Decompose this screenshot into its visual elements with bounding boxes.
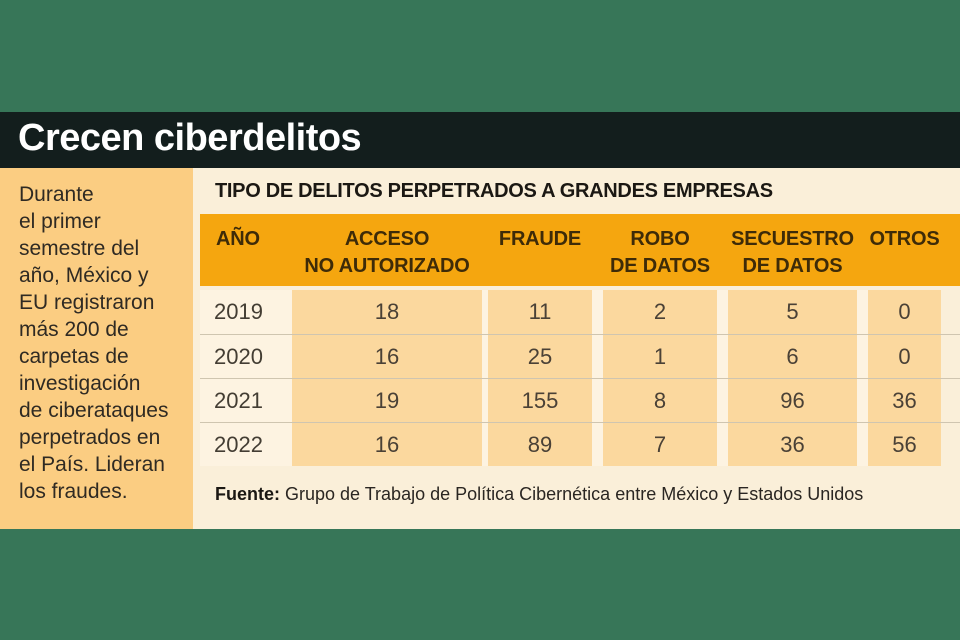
source-label: Fuente: (215, 484, 280, 504)
page-title: Crecen ciberdelitos (18, 117, 362, 159)
intro-text: Durante el primer semestre del año, Méxi… (19, 183, 169, 503)
value-cell: 5 (728, 290, 857, 334)
value-cell: 16 (292, 335, 482, 378)
value-cell: 96 (728, 379, 857, 422)
value-cell: 25 (488, 335, 592, 378)
year-cell: 2020 (200, 335, 292, 378)
source-text: Grupo de Trabajo de Política Cibernética… (280, 484, 864, 504)
column-header-robo-de-datos: ROBO DE DATOS (610, 228, 710, 277)
header-gap (941, 214, 960, 286)
year-cell: 2019 (200, 290, 292, 334)
value-cell: 89 (488, 423, 592, 466)
value-cell: 155 (488, 379, 592, 422)
table-row: 2019 18 11 2 5 0 (200, 290, 960, 334)
value-cell: 56 (868, 423, 941, 466)
column-header-fraude: FRAUDE (498, 228, 582, 250)
table-panel: TIPO DE DELITOS PERPETRADOS A GRANDES EM… (193, 168, 960, 529)
value-cell: 36 (728, 423, 857, 466)
value-cell: 8 (603, 379, 717, 422)
header-gap (857, 214, 868, 286)
column-header-otros: OTROS (869, 228, 940, 250)
headline-bar: Crecen ciberdelitos (0, 112, 960, 168)
value-cell: 0 (868, 335, 941, 378)
column-header-ano: AÑO (216, 228, 260, 250)
value-cell: 6 (728, 335, 857, 378)
header-gap (592, 214, 603, 286)
value-cell: 7 (603, 423, 717, 466)
table-row: 2020 16 25 1 6 0 (200, 334, 960, 378)
value-cell: 0 (868, 290, 941, 334)
year-cell: 2022 (200, 423, 292, 466)
table-title: TIPO DE DELITOS PERPETRADOS A GRANDES EM… (215, 179, 773, 202)
value-cell: 36 (868, 379, 941, 422)
value-cell: 11 (488, 290, 592, 334)
table-body: 2019 18 11 2 5 0 2020 16 25 1 6 0 2 0 (200, 290, 960, 466)
value-cell: 18 (292, 290, 482, 334)
value-cell: 1 (603, 335, 717, 378)
column-header-secuestro-de-datos: SECUESTRO DE DATOS (731, 228, 854, 277)
intro-sidebar: Durante el primer semestre del año, Méxi… (0, 168, 193, 529)
source-attribution: Fuente: Grupo de Trabajo de Política Cib… (193, 466, 960, 505)
year-cell: 2021 (200, 379, 292, 422)
column-header-acceso-no-autorizado: ACCESO NO AUTORIZADO (304, 228, 470, 277)
header-gap (717, 214, 728, 286)
table-row: 2021 19 155 8 96 36 (200, 378, 960, 422)
value-cell: 2 (603, 290, 717, 334)
table-header-row: AÑO ACCESO NO AUTORIZADO FRAUDE ROBO DE … (200, 214, 960, 286)
value-cell: 16 (292, 423, 482, 466)
value-cell: 19 (292, 379, 482, 422)
table-row: 2022 16 89 7 36 56 (200, 422, 960, 466)
